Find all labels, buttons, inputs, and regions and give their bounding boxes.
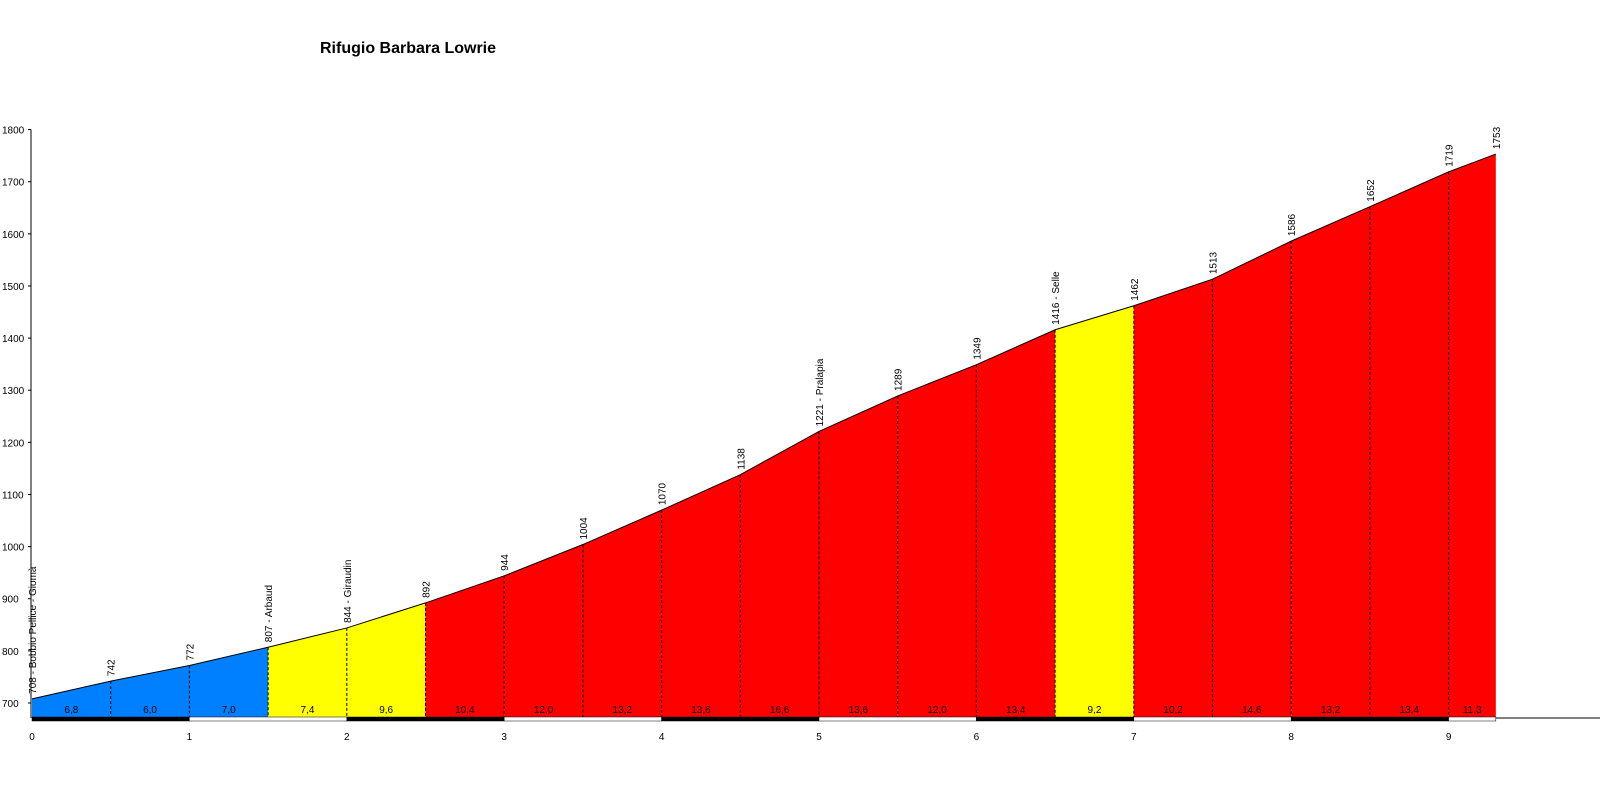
segments-layer: 6,8 6,0 7,0 7,4 9,6 10,4 12,0 13,2 13,6 16,6 13,6 1… [32,154,1496,719]
point-elevation-label: 1513 [1209,251,1220,274]
y-tick-label: 1200 [2,438,25,449]
profile-segment [1448,154,1496,718]
profile-segment [1055,305,1134,718]
point-elevation-label: 742 [107,659,118,676]
point-elevation-label: 1586 [1287,213,1298,236]
profile-segment [268,627,347,718]
point-elevation-label: 1289 [894,368,905,391]
y-tick-label: 1000 [2,543,25,554]
x-tick-label: 6 [974,732,980,743]
y-tick-label: 1100 [2,490,24,501]
profile-segment [976,329,1056,718]
y-tick-label: 700 [2,699,19,710]
gradient-label: 6,8 [64,705,78,716]
x-tick-label: 9 [1446,732,1452,743]
profile-segment [346,602,426,718]
profile-line-layer [31,153,1496,700]
y-tick-label: 900 [2,595,19,606]
point-elevation-label: 807 - Arbaud [264,585,275,642]
y-tick-label: 1700 [2,178,25,189]
distance-bar-block [503,716,662,722]
distance-bar-block [1290,716,1449,722]
gradient-label: 12,0 [927,705,947,716]
y-tick-label: 800 [2,647,19,658]
point-elevation-label: 1138 [736,448,747,470]
gradient-label: 13,6 [691,705,711,716]
profile-segment [582,510,662,718]
x-axis: 0 1 2 3 4 5 6 7 8 9 [29,716,1600,743]
profile-segment [1369,171,1449,719]
distance-bar-block [661,716,820,722]
distance-bar-block [1448,716,1497,722]
point-elevation-label: 844 - Giraudin [343,560,354,623]
gradient-label: 13,6 [849,705,869,716]
point-elevation-label: 1753 [1492,126,1503,149]
y-tick-label: 1400 [2,334,25,345]
profile-segment [1133,279,1213,718]
x-tick-label: 2 [344,732,350,743]
gradient-label: 13,4 [1006,705,1026,716]
profile-segment [740,431,819,718]
profile-segment [1212,241,1292,718]
profile-segment [425,575,505,718]
y-tick-label: 1500 [2,282,25,293]
profile-segment [819,395,898,718]
gradient-label: 9,6 [379,705,393,716]
profile-segment [110,665,190,718]
gradient-label: 10,4 [455,705,475,716]
x-tick-label: 0 [29,732,35,743]
x-tick-label: 7 [1131,732,1137,743]
gradient-label: 10,2 [1163,705,1183,716]
profile-segment [1291,206,1370,718]
elevation-labels: 708 - Bobbio Pellice - Giomà 742 772 807 - … [28,126,1503,693]
y-tick-label: 1600 [2,230,25,241]
gradient-label: 13,4 [1400,705,1420,716]
gradient-label: 11,3 [1463,705,1482,716]
distance-bar-block [31,716,190,722]
x-tick-label: 1 [187,732,193,743]
point-elevation-label: 1652 [1366,179,1377,202]
point-elevation-label: 708 - Bobbio Pellice - Giomà [28,566,39,694]
distance-bar-block [189,716,348,722]
distance-bar-block [976,716,1135,722]
gradient-label: 6,0 [143,705,157,716]
gradient-label: 14,6 [1242,705,1262,716]
point-elevation-label: 772 [185,643,196,660]
y-tick-label: 1800 [2,126,25,137]
distance-bar-block [346,716,505,722]
point-elevation-label: 1221 - Pralapia [815,358,826,426]
y-axis: 700 800 900 1000 1100 1200 1300 1400 1500 1600 170… [2,126,32,718]
profile-segment [661,474,741,718]
point-elevation-label: 892 [422,581,433,598]
x-tick-label: 3 [501,732,507,743]
profile-segment [189,647,269,718]
point-elevation-label: 1349 [972,337,983,360]
distance-bar-block [818,716,977,722]
gradient-label: 16,6 [770,705,790,716]
profile-segment [504,544,583,718]
profile-segment [897,364,977,718]
x-tick-label: 5 [816,732,822,743]
y-tick-label: 1300 [2,386,25,397]
gradient-label: 13,2 [613,705,633,716]
gradient-label: 12,0 [534,705,554,716]
chart-title: Rifugio Barbara Lowrie [320,40,497,57]
gradient-label: 7,0 [222,705,236,716]
point-elevation-label: 1416 - Selle [1051,271,1062,325]
gradient-label: 7,4 [300,705,314,716]
point-elevation-label: 1462 [1130,278,1141,301]
x-tick-label: 4 [659,732,665,743]
point-elevation-label: 1004 [579,517,590,540]
point-elevation-label: 944 [500,554,511,571]
gradient-label: 9,2 [1087,705,1101,716]
distance-bar-block [1133,716,1292,722]
point-elevation-label: 1719 [1445,144,1456,167]
profile-line [31,153,1496,700]
x-tick-label: 8 [1288,732,1294,743]
point-elevation-label: 1070 [658,482,669,505]
profile-segment [32,681,111,718]
gradient-label: 13,2 [1321,705,1341,716]
